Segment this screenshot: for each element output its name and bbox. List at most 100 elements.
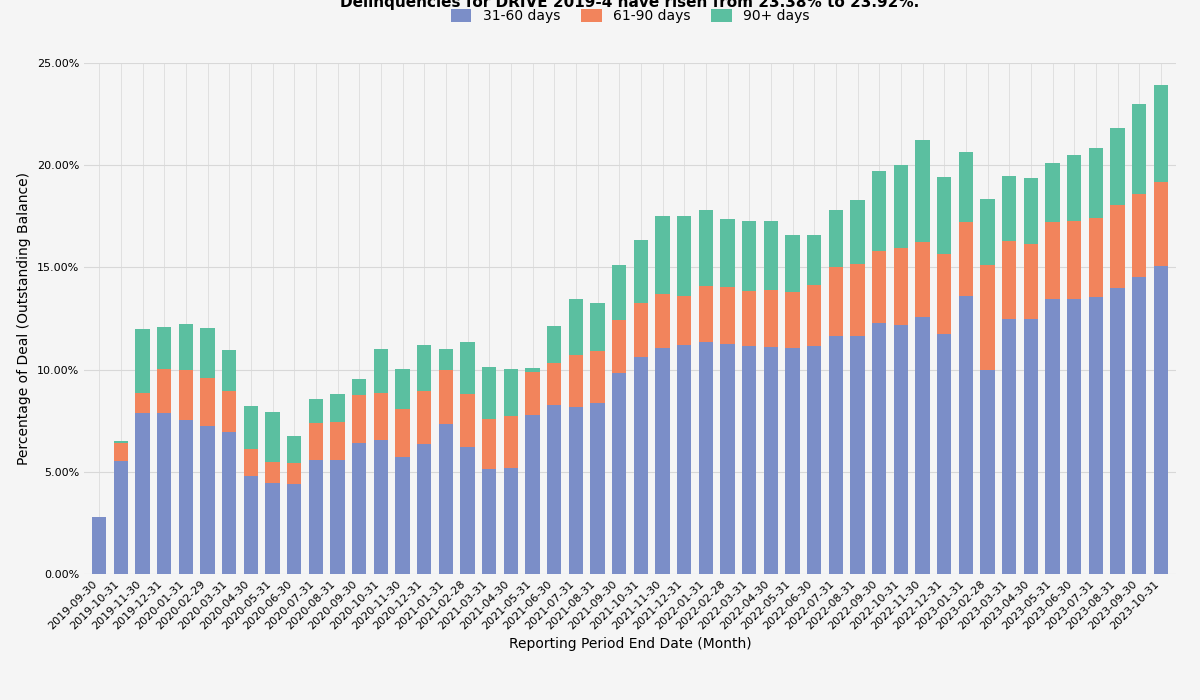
Bar bbox=[569, 407, 583, 574]
Bar bbox=[265, 483, 280, 574]
Bar bbox=[916, 139, 930, 242]
Bar bbox=[418, 444, 431, 574]
Bar bbox=[114, 441, 128, 443]
Bar bbox=[526, 372, 540, 414]
Bar bbox=[396, 410, 409, 458]
Bar bbox=[157, 369, 172, 412]
Bar bbox=[330, 394, 344, 421]
Bar bbox=[1153, 85, 1168, 181]
Bar bbox=[786, 234, 799, 292]
Bar bbox=[352, 395, 366, 443]
Bar bbox=[373, 349, 388, 393]
Bar bbox=[677, 216, 691, 296]
Bar bbox=[1067, 299, 1081, 574]
Bar bbox=[851, 265, 864, 336]
Bar bbox=[244, 476, 258, 574]
Bar bbox=[504, 369, 518, 416]
Bar bbox=[612, 372, 626, 574]
Bar bbox=[222, 350, 236, 391]
Bar bbox=[720, 219, 734, 287]
Bar bbox=[655, 294, 670, 348]
Legend: 31-60 days, 61-90 days, 90+ days: 31-60 days, 61-90 days, 90+ days bbox=[445, 4, 815, 29]
Bar bbox=[569, 356, 583, 407]
Bar bbox=[720, 344, 734, 574]
Bar bbox=[157, 412, 172, 574]
Bar bbox=[959, 296, 973, 574]
Bar bbox=[808, 346, 821, 574]
Bar bbox=[612, 319, 626, 372]
Bar bbox=[526, 368, 540, 372]
Bar bbox=[872, 172, 887, 251]
Bar bbox=[916, 318, 930, 574]
Bar bbox=[1024, 178, 1038, 244]
Bar bbox=[482, 469, 497, 574]
Bar bbox=[1153, 181, 1168, 267]
Bar bbox=[698, 342, 713, 574]
Bar bbox=[287, 484, 301, 574]
Bar bbox=[763, 290, 778, 347]
Bar bbox=[439, 370, 452, 424]
Bar bbox=[330, 421, 344, 459]
Bar bbox=[461, 394, 474, 447]
Bar bbox=[504, 468, 518, 574]
Bar bbox=[352, 443, 366, 574]
Bar bbox=[612, 265, 626, 319]
Bar bbox=[222, 391, 236, 432]
Bar bbox=[308, 424, 323, 460]
Bar bbox=[720, 287, 734, 344]
Bar bbox=[1045, 223, 1060, 299]
Bar bbox=[786, 292, 799, 348]
Bar bbox=[352, 379, 366, 395]
Bar bbox=[698, 210, 713, 286]
Bar bbox=[1067, 221, 1081, 299]
Bar bbox=[222, 432, 236, 574]
Bar bbox=[418, 345, 431, 391]
Bar bbox=[569, 299, 583, 356]
Bar bbox=[829, 210, 842, 267]
Bar bbox=[265, 461, 280, 483]
Bar bbox=[114, 461, 128, 574]
Bar bbox=[872, 323, 887, 574]
Bar bbox=[1002, 241, 1016, 318]
Bar bbox=[482, 419, 497, 469]
Bar bbox=[287, 436, 301, 463]
Bar bbox=[396, 458, 409, 574]
Bar bbox=[547, 326, 562, 363]
Bar bbox=[482, 367, 497, 419]
Bar bbox=[244, 407, 258, 449]
Bar bbox=[872, 251, 887, 323]
Bar bbox=[1088, 297, 1103, 574]
Bar bbox=[655, 348, 670, 574]
Bar bbox=[634, 240, 648, 303]
Y-axis label: Percentage of Deal (Outstanding Balance): Percentage of Deal (Outstanding Balance) bbox=[17, 172, 31, 465]
Bar bbox=[980, 199, 995, 265]
Bar bbox=[829, 336, 842, 574]
Bar bbox=[265, 412, 280, 461]
Bar bbox=[1110, 128, 1124, 205]
Bar bbox=[763, 347, 778, 574]
Bar bbox=[547, 405, 562, 574]
Bar bbox=[136, 393, 150, 412]
Bar bbox=[439, 349, 452, 370]
Bar bbox=[308, 460, 323, 574]
Bar bbox=[634, 303, 648, 357]
Bar bbox=[504, 416, 518, 468]
Bar bbox=[373, 393, 388, 440]
Bar bbox=[396, 369, 409, 410]
Bar bbox=[1067, 155, 1081, 221]
Bar bbox=[179, 420, 193, 574]
Bar bbox=[894, 165, 908, 248]
Bar bbox=[959, 223, 973, 296]
X-axis label: Reporting Period End Date (Month): Reporting Period End Date (Month) bbox=[509, 637, 751, 651]
Bar bbox=[851, 200, 864, 265]
Bar bbox=[590, 403, 605, 574]
Bar bbox=[1153, 267, 1168, 574]
Bar bbox=[1024, 318, 1038, 574]
Bar bbox=[330, 459, 344, 574]
Bar bbox=[634, 357, 648, 574]
Bar bbox=[937, 334, 952, 574]
Bar bbox=[547, 363, 562, 405]
Bar bbox=[677, 345, 691, 574]
Title: Delinquencies for DRIVE 2019-4 have risen from 23.38% to 23.92%.: Delinquencies for DRIVE 2019-4 have rise… bbox=[341, 0, 919, 10]
Bar bbox=[980, 265, 995, 370]
